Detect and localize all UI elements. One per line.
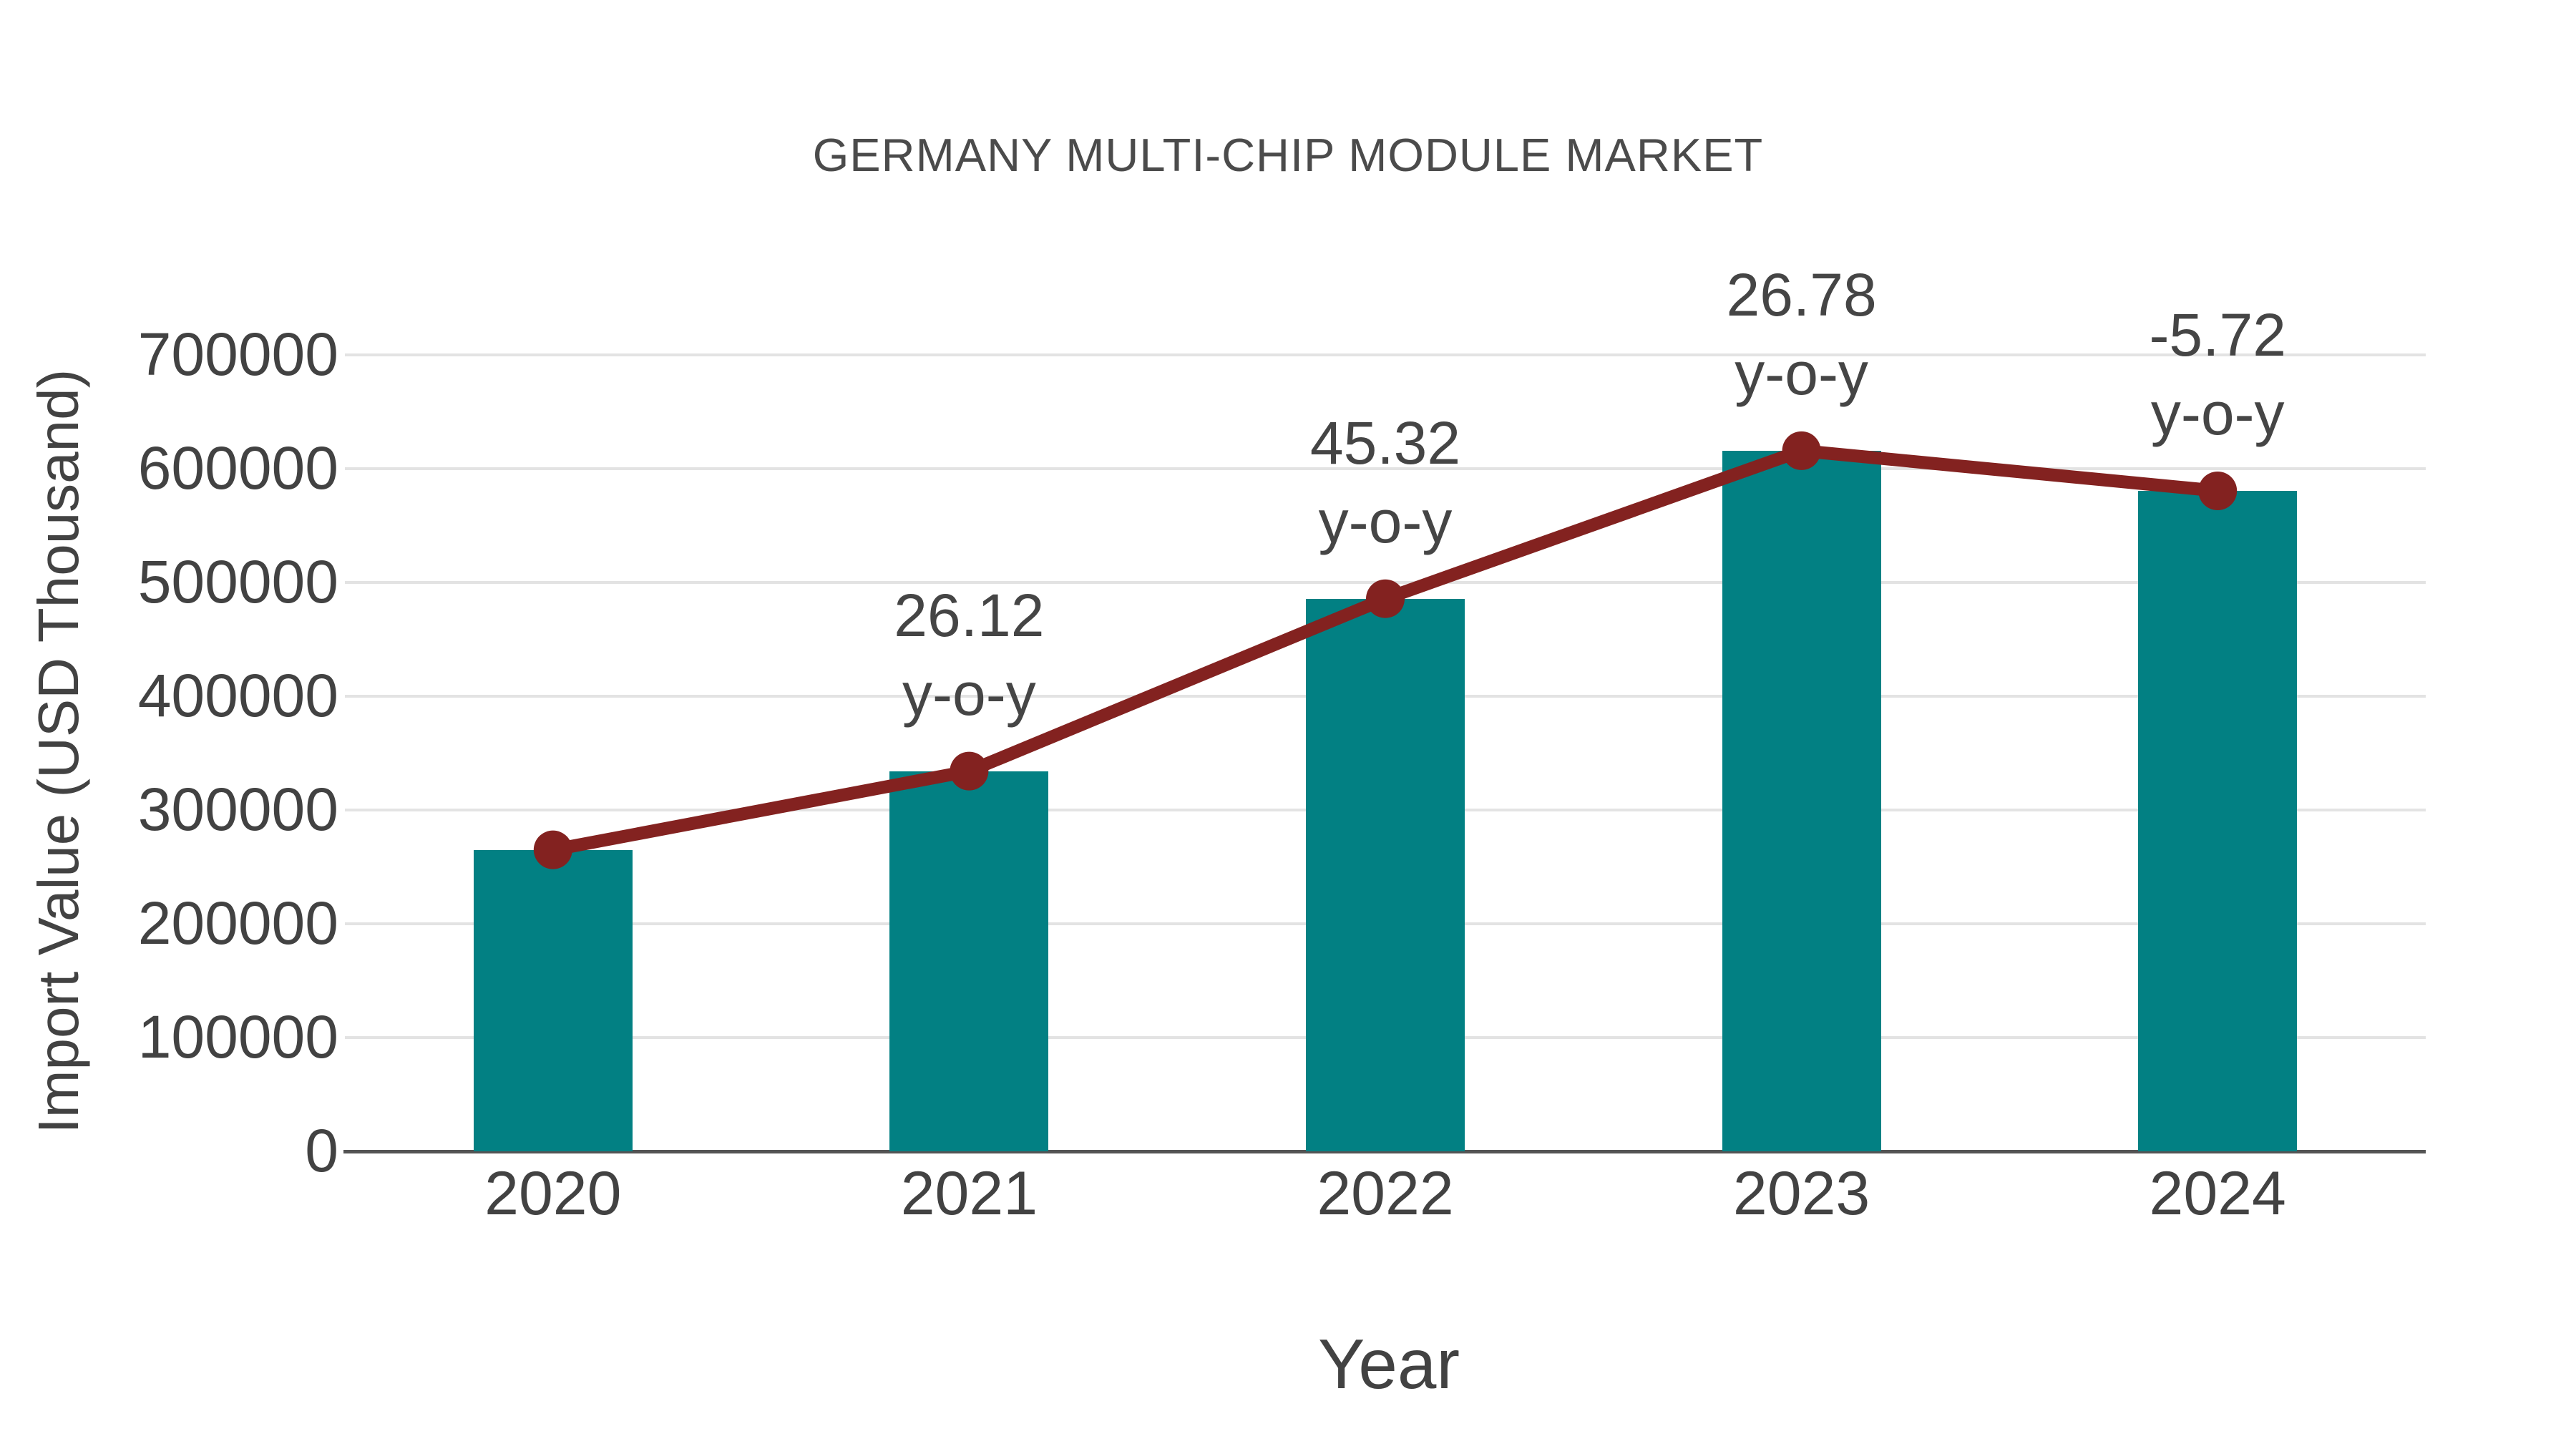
bar-2021 (889, 771, 1049, 1151)
x-axis-title: Year (1317, 1324, 1460, 1403)
x-axis-line (343, 1150, 2426, 1153)
trend-marker-2021 (950, 751, 989, 791)
gridline-700000 (345, 353, 2426, 356)
bar-2020 (473, 849, 633, 1151)
x-tick-label-2023: 2023 (1732, 1159, 1870, 1228)
annotation-value: 26.78 (1726, 260, 1877, 328)
bar-2024 (2138, 491, 2298, 1151)
trend-marker-2020 (533, 830, 572, 869)
y-tick-label-200000: 200000 (137, 889, 338, 957)
annotation-yoy-label: y-o-y (1318, 487, 1453, 555)
bar-2023 (1722, 450, 1881, 1151)
x-tick-label-2024: 2024 (2149, 1159, 2286, 1228)
annotation-value: 45.32 (1309, 409, 1461, 477)
x-tick-label-2022: 2022 (1317, 1159, 1454, 1228)
y-tick-label-100000: 100000 (137, 1003, 338, 1070)
annotation-yoy-label: y-o-y (2150, 380, 2285, 447)
y-tick-label-500000: 500000 (137, 548, 338, 615)
trend-marker-2022 (1366, 579, 1405, 618)
annotation-value: 26.12 (894, 581, 1045, 649)
trend-marker-2024 (2198, 472, 2238, 511)
trend-marker-2023 (1782, 431, 1821, 470)
x-tick-label-2020: 2020 (484, 1159, 622, 1228)
y-tick-label-400000: 400000 (137, 662, 338, 729)
y-tick-label-300000: 300000 (137, 776, 338, 843)
annotation-2023: 26.78 y-o-y (1516, 255, 2088, 413)
annotation-value: -5.72 (2149, 301, 2286, 369)
y-tick-label-600000: 600000 (137, 434, 338, 502)
gridline-600000 (345, 467, 2426, 470)
y-tick-label-0: 0 (305, 1117, 338, 1184)
annotation-2022: 45.32 y-o-y (1099, 404, 1672, 561)
y-tick-label-700000: 700000 (137, 321, 338, 388)
annotation-yoy-label: y-o-y (1735, 339, 1868, 407)
chart-title: GERMANY MULTI-CHIP MODULE MARKET (812, 129, 1764, 181)
x-tick-label-2021: 2021 (900, 1159, 1038, 1228)
bar-2022 (1305, 598, 1465, 1151)
annotation-yoy-label: y-o-y (902, 660, 1036, 728)
annotation-2021: 26.12 y-o-y (683, 576, 1255, 733)
annotation-2024: -5.72 y-o-y (1931, 296, 2504, 453)
